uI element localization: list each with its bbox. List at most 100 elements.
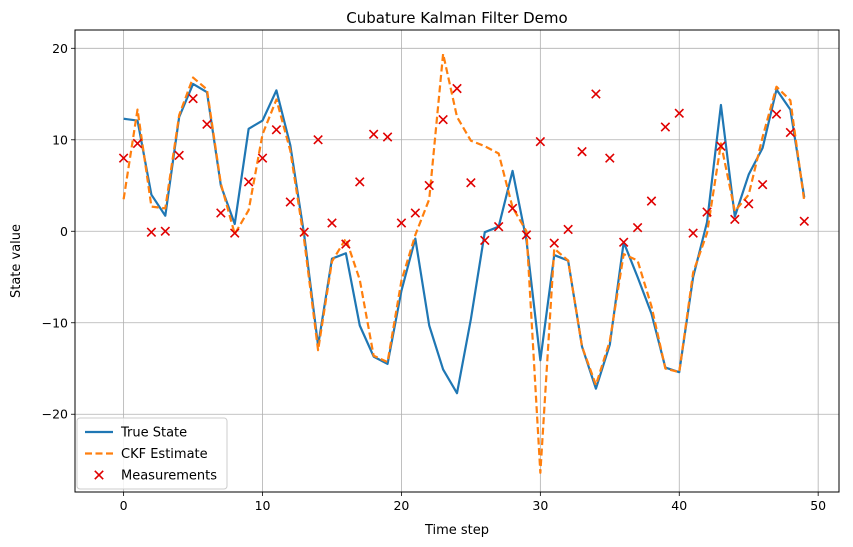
- measurement-point: [202, 119, 212, 129]
- measurement-point: [424, 180, 434, 191]
- legend: True State CKF Estimate Measurements: [76, 417, 228, 490]
- marker-stroke: [660, 122, 671, 132]
- marker-stroke: [549, 238, 560, 248]
- marker-stroke: [285, 197, 296, 207]
- marker-stroke: [785, 127, 796, 138]
- marker-stroke: [257, 153, 268, 163]
- marker-stroke: [243, 177, 254, 187]
- marker-stroke: [757, 179, 768, 190]
- measurement-point: [299, 227, 309, 237]
- marker-stroke: [480, 235, 490, 246]
- marker-stroke: [743, 199, 754, 209]
- marker-stroke: [382, 132, 393, 142]
- marker-stroke: [674, 108, 685, 119]
- legend-swatch-measurements: [94, 470, 104, 480]
- measurement-point: [646, 196, 657, 206]
- marker-stroke: [466, 178, 476, 188]
- axes-frame: [74, 29, 840, 493]
- marker-stroke: [160, 226, 171, 237]
- marker-stroke: [535, 136, 546, 147]
- marker-stroke: [632, 222, 643, 233]
- measurement-point: [493, 221, 504, 232]
- marker-stroke: [202, 119, 212, 129]
- marker-stroke: [354, 177, 365, 187]
- marker-stroke: [410, 208, 421, 218]
- y-tick-label: 0: [60, 224, 68, 239]
- marker-stroke: [688, 228, 698, 238]
- measurement-point: [382, 132, 393, 142]
- y-axis-label: State value: [9, 224, 24, 298]
- y-tick-label: −10: [42, 315, 68, 330]
- measurement-point: [341, 239, 351, 249]
- measurement-point: [605, 153, 615, 163]
- marker-stroke: [646, 196, 657, 206]
- marker-stroke: [521, 230, 532, 240]
- marker-stroke: [341, 239, 351, 249]
- marker-stroke: [299, 227, 309, 237]
- measurement-point: [730, 214, 740, 225]
- measurement-point: [799, 216, 810, 226]
- legend-label-measurements: Measurements: [121, 469, 217, 484]
- grid: [75, 30, 839, 492]
- y-tick-label: −20: [42, 407, 68, 422]
- marker-stroke: [229, 228, 240, 238]
- measurement-point: [757, 179, 768, 190]
- measurement-point: [521, 230, 532, 240]
- measurement-point: [632, 222, 643, 233]
- marker-stroke: [799, 216, 810, 226]
- measurement-point: [271, 124, 282, 135]
- measurement-point: [743, 199, 754, 209]
- measurement-point: [188, 93, 198, 104]
- marker-stroke: [174, 150, 184, 161]
- marker-stroke: [146, 227, 157, 237]
- ticks: 0 10 20 30 40 50 −20 −10 0 10 20: [42, 41, 827, 513]
- marker-stroke: [577, 146, 587, 157]
- measurement-point: [313, 135, 323, 145]
- measurement-point: [452, 83, 462, 94]
- measurement-point: [410, 208, 421, 218]
- marker-stroke: [730, 214, 740, 225]
- marker-stroke: [618, 237, 629, 248]
- measurement-point: [785, 127, 796, 138]
- marker-stroke: [132, 138, 143, 149]
- measurement-point: [368, 129, 379, 140]
- measurement-point: [507, 203, 518, 214]
- x-tick-label: 20: [393, 498, 409, 513]
- marker-stroke: [716, 141, 726, 151]
- x-tick-label: 30: [532, 498, 548, 513]
- x-tick-label: 50: [810, 498, 826, 513]
- measurement-point: [480, 235, 490, 246]
- marker-stroke: [563, 224, 573, 235]
- measurement-point: [229, 228, 240, 238]
- marker-stroke: [396, 218, 407, 228]
- measurement-point: [257, 153, 268, 163]
- measurement-point: [535, 136, 546, 147]
- marker-stroke: [438, 114, 448, 125]
- measurement-point: [146, 227, 157, 237]
- x-tick-label: 0: [120, 498, 128, 513]
- measurement-point: [577, 146, 587, 157]
- measurement-point: [674, 108, 685, 119]
- measurement-point: [285, 197, 296, 207]
- y-tick-label: 20: [52, 41, 68, 56]
- measurement-point: [702, 207, 712, 217]
- measurement-point: [174, 150, 184, 161]
- marker-stroke: [591, 89, 601, 99]
- measurement-point: [549, 238, 560, 248]
- marker-stroke: [94, 470, 104, 480]
- measurement-point: [591, 89, 601, 99]
- plot-area: [118, 52, 810, 474]
- measurement-point: [660, 122, 671, 132]
- x-axis-label: Time step: [424, 523, 489, 538]
- marker-stroke: [216, 208, 226, 218]
- measurement-point: [160, 226, 171, 237]
- marker-stroke: [493, 221, 504, 232]
- marker-stroke: [327, 218, 337, 228]
- measurement-point: [563, 224, 573, 235]
- measurement-point: [771, 109, 782, 119]
- measurement-point: [243, 177, 254, 187]
- marker-stroke: [313, 135, 323, 145]
- measurement-point: [396, 218, 407, 228]
- x-tick-label: 10: [255, 498, 271, 513]
- marker-stroke: [424, 180, 434, 191]
